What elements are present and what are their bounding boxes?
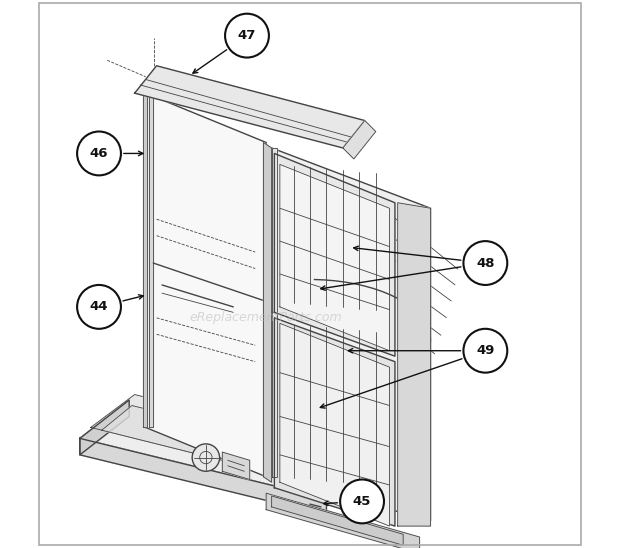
Polygon shape — [143, 88, 147, 427]
Polygon shape — [264, 142, 272, 482]
Circle shape — [463, 329, 507, 373]
Polygon shape — [91, 395, 354, 482]
Circle shape — [77, 285, 121, 329]
Polygon shape — [80, 400, 129, 455]
Polygon shape — [343, 121, 376, 159]
Polygon shape — [223, 452, 250, 480]
Text: 45: 45 — [353, 495, 371, 508]
Polygon shape — [146, 93, 266, 477]
Polygon shape — [272, 148, 277, 477]
Circle shape — [340, 480, 384, 523]
Polygon shape — [275, 318, 395, 526]
Text: 48: 48 — [476, 256, 495, 270]
Polygon shape — [272, 496, 403, 545]
Circle shape — [192, 444, 219, 471]
Polygon shape — [275, 153, 395, 356]
Polygon shape — [280, 323, 389, 526]
Text: 44: 44 — [90, 300, 108, 313]
Polygon shape — [149, 93, 153, 427]
Text: 47: 47 — [238, 29, 256, 42]
Polygon shape — [272, 148, 430, 521]
Text: 49: 49 — [476, 344, 495, 357]
Circle shape — [77, 132, 121, 175]
Polygon shape — [102, 406, 321, 477]
Polygon shape — [397, 203, 430, 526]
Polygon shape — [80, 400, 376, 499]
Polygon shape — [135, 66, 365, 148]
Polygon shape — [266, 493, 420, 548]
Polygon shape — [280, 164, 389, 351]
Circle shape — [463, 241, 507, 285]
Polygon shape — [80, 438, 327, 515]
Text: 46: 46 — [90, 147, 108, 160]
Circle shape — [225, 14, 269, 58]
Text: eReplacementParts.com: eReplacementParts.com — [190, 311, 342, 324]
